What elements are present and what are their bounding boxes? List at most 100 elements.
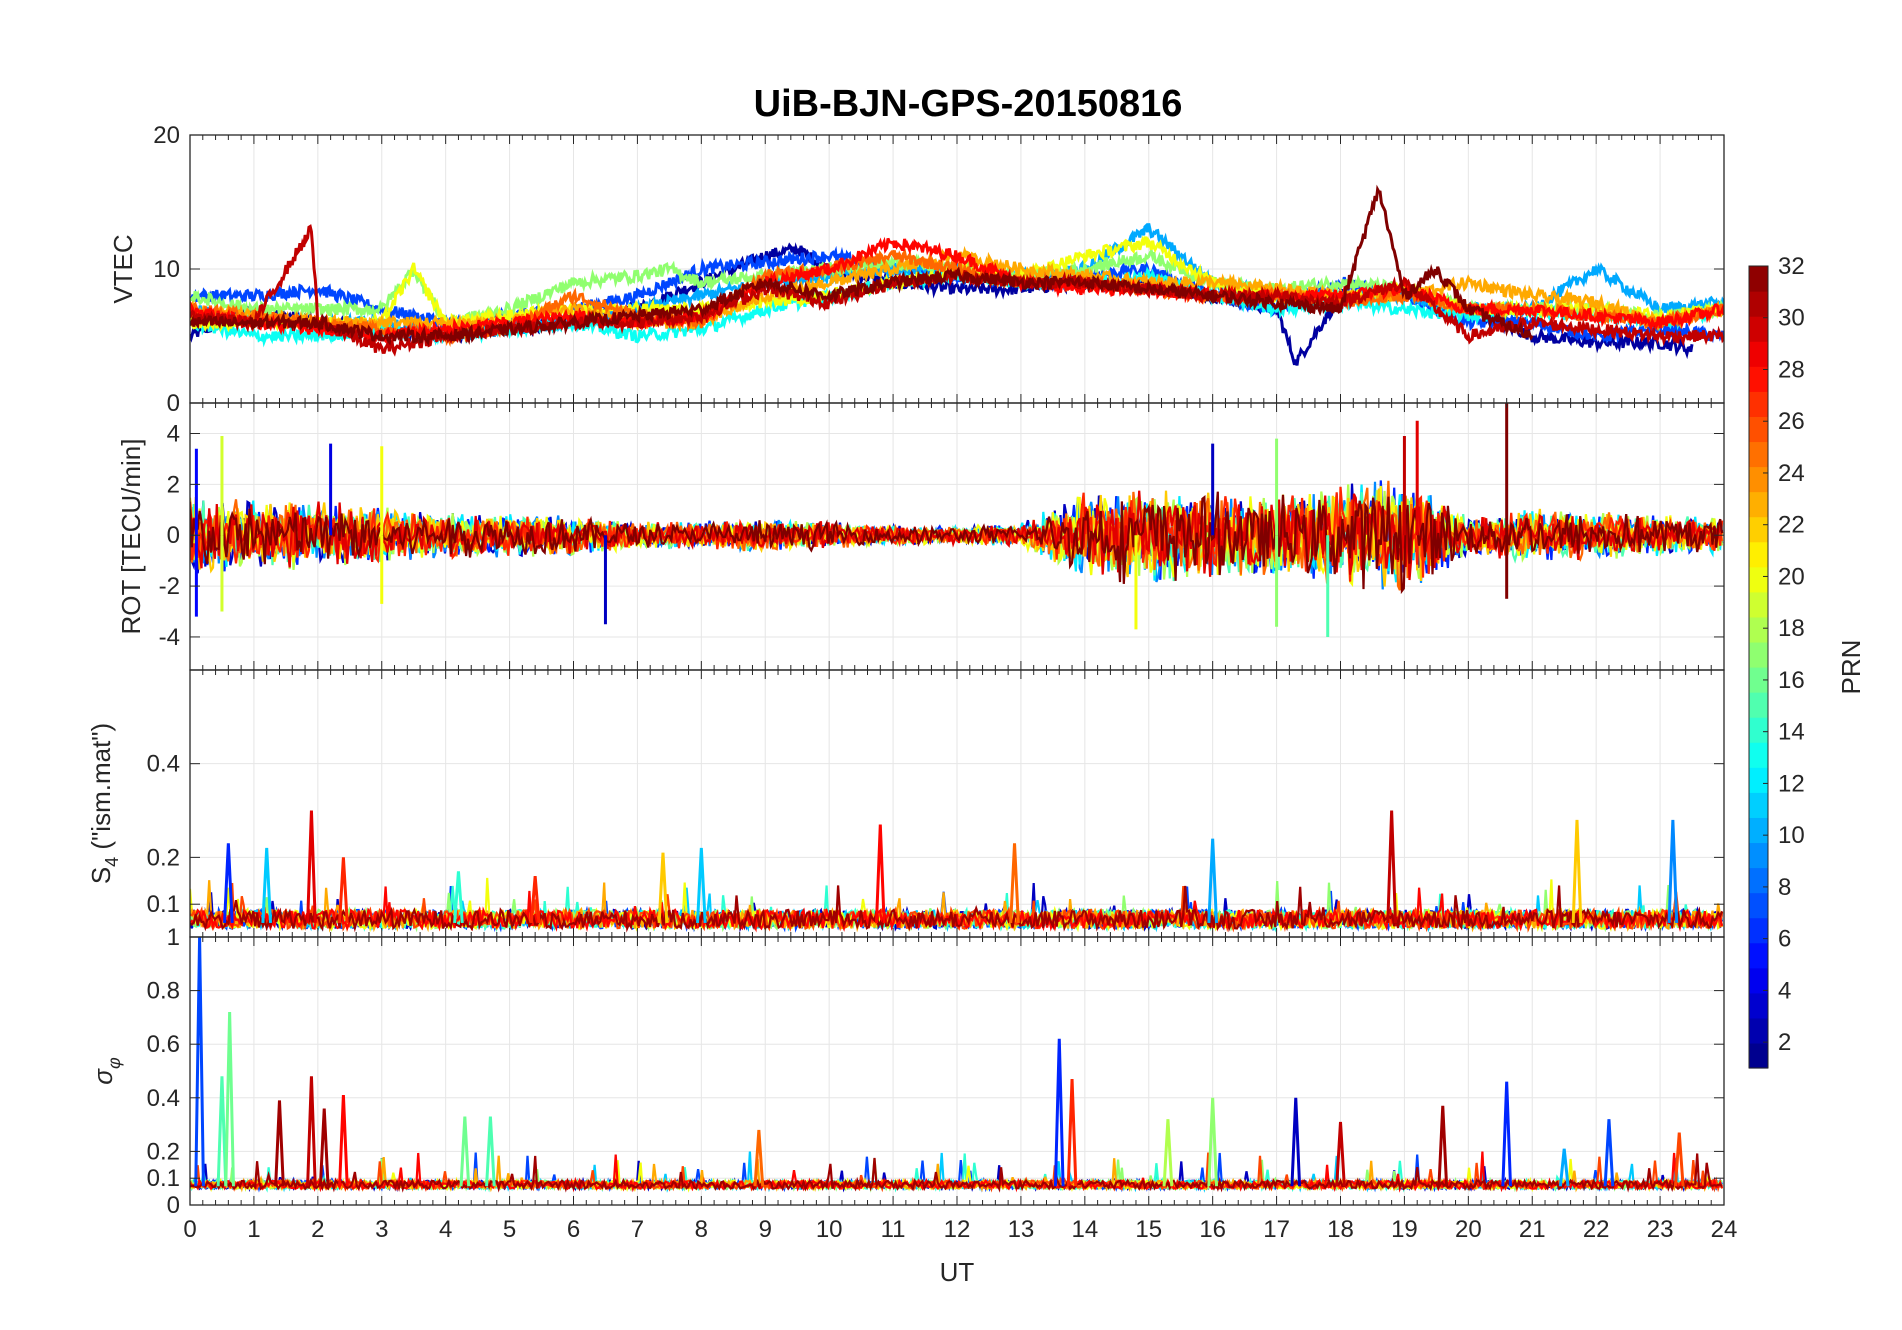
y-tick-label: 2 xyxy=(167,471,180,498)
x-tick-label: 22 xyxy=(1583,1216,1610,1243)
y-axis-label: σφ xyxy=(88,1057,124,1085)
x-axis-label: UT xyxy=(940,1257,975,1287)
series-line-prn-31 xyxy=(190,1153,1723,1193)
spike-mark xyxy=(1673,1132,1685,1187)
spike-mark xyxy=(874,824,886,924)
colorbar-segment xyxy=(1749,366,1768,392)
colorbar-segment xyxy=(1749,541,1768,568)
spike-mark xyxy=(529,875,541,924)
colorbar-segment xyxy=(1749,867,1768,894)
spike-mark xyxy=(194,937,205,1187)
spike-mark xyxy=(1290,1097,1302,1187)
panel-2: -4 -2 0 2 4 ROT [TECU/min] xyxy=(116,402,1725,671)
spike-mark xyxy=(216,1076,228,1187)
x-tick-label: 4 xyxy=(439,1216,452,1243)
spike-mark xyxy=(753,1129,765,1187)
x-tick-label: 15 xyxy=(1135,1216,1162,1243)
colorbar-segment xyxy=(1749,692,1768,718)
spike-mark xyxy=(1386,810,1397,923)
colorbar-tick-label: 26 xyxy=(1778,408,1805,435)
spike-mark xyxy=(695,847,707,924)
spike-mark xyxy=(306,1076,317,1187)
colorbar-segment xyxy=(1749,491,1768,518)
spike-mark xyxy=(1501,1081,1513,1187)
y-axis-label: S4 ("ism.mat") xyxy=(86,723,122,884)
y-tick-label: 0.8 xyxy=(147,978,180,1005)
y-tick-label: 20 xyxy=(153,122,180,149)
x-tick-label: 10 xyxy=(816,1216,843,1243)
spike-mark xyxy=(338,1095,349,1187)
colorbar-tick-label: 18 xyxy=(1778,615,1805,642)
y-tick-label: 0.6 xyxy=(147,1031,180,1058)
colorbar-tick-label: 10 xyxy=(1778,822,1805,849)
x-tick-label: 20 xyxy=(1455,1216,1482,1243)
series-line-prn-31 xyxy=(190,885,1724,933)
y-tick-label: 0 xyxy=(167,1192,180,1219)
y-tick-label: 4 xyxy=(167,421,180,448)
spike-mark xyxy=(223,843,234,924)
spike-mark xyxy=(1009,843,1020,924)
spike-mark xyxy=(1207,1097,1218,1187)
x-tick-label: 12 xyxy=(944,1216,971,1243)
y-tick-label: 0.2 xyxy=(147,844,180,871)
panel-1: 0 10 20 VTEC xyxy=(108,122,1725,417)
x-tick-label: 11 xyxy=(881,1216,906,1243)
spike-mark xyxy=(1066,1078,1078,1187)
spike-mark xyxy=(657,852,669,924)
colorbar-tick-label: 16 xyxy=(1778,667,1805,694)
colorbar-segment xyxy=(1749,792,1768,818)
spike-mark xyxy=(274,1100,285,1187)
colorbar-segment xyxy=(1749,967,1768,994)
series-line-prn-32 xyxy=(190,491,1724,595)
colorbar-segment xyxy=(1749,667,1768,693)
colorbar-tick-label: 12 xyxy=(1778,770,1805,797)
colorbar-tick-label: 24 xyxy=(1778,460,1805,487)
colorbar-segment xyxy=(1749,566,1768,593)
spike-mark xyxy=(318,1108,330,1187)
x-tick-label: 0 xyxy=(183,1216,196,1243)
y-tick-label: 1 xyxy=(167,924,180,951)
colorbar-label: PRN xyxy=(1836,640,1866,695)
colorbar-segment xyxy=(1749,441,1768,468)
colorbar-box xyxy=(1748,265,1769,1069)
x-tick-label: 14 xyxy=(1071,1216,1098,1243)
x-tick-label: 23 xyxy=(1647,1216,1674,1243)
colorbar-tick-label: 32 xyxy=(1778,253,1805,280)
colorbar-tick-label: 30 xyxy=(1778,305,1805,332)
colorbar-segment xyxy=(1749,591,1768,618)
spike-mark xyxy=(224,1012,235,1187)
spike-mark xyxy=(1571,819,1583,924)
y-tick-label: 10 xyxy=(153,256,180,283)
y-axis-label: VTEC xyxy=(108,234,138,303)
colorbar-segment xyxy=(1749,1017,1768,1044)
y-axis-label: ROT [TECU/min] xyxy=(116,439,146,635)
y-tick-label: 0.4 xyxy=(147,1085,180,1112)
colorbar-segment xyxy=(1749,291,1768,317)
x-tick-label: 2 xyxy=(311,1216,324,1243)
panel-lines xyxy=(190,810,1724,933)
spike-mark xyxy=(1603,1119,1615,1187)
colorbar-segment xyxy=(1749,416,1768,443)
spike-mark xyxy=(1558,1148,1570,1187)
panel-lines xyxy=(190,937,1724,1193)
colorbar-segment xyxy=(1749,616,1768,643)
colorbar-tick-label: 4 xyxy=(1778,977,1791,1004)
y-tick-label: 0 xyxy=(167,522,180,549)
x-tick-label: 8 xyxy=(695,1216,708,1243)
colorbar-segment xyxy=(1749,917,1768,944)
spike-mark xyxy=(1207,838,1218,924)
colorbar-tick-label: 22 xyxy=(1778,512,1805,539)
x-tick-label: 16 xyxy=(1199,1216,1226,1243)
spike-mark xyxy=(485,1116,496,1187)
colorbar-segment xyxy=(1749,817,1768,844)
x-tick-label: 6 xyxy=(567,1216,580,1243)
colorbar-segment xyxy=(1749,341,1768,367)
x-tick-label: 5 xyxy=(503,1216,516,1243)
spike-mark xyxy=(261,847,273,924)
colorbar-segment xyxy=(1749,1042,1768,1069)
